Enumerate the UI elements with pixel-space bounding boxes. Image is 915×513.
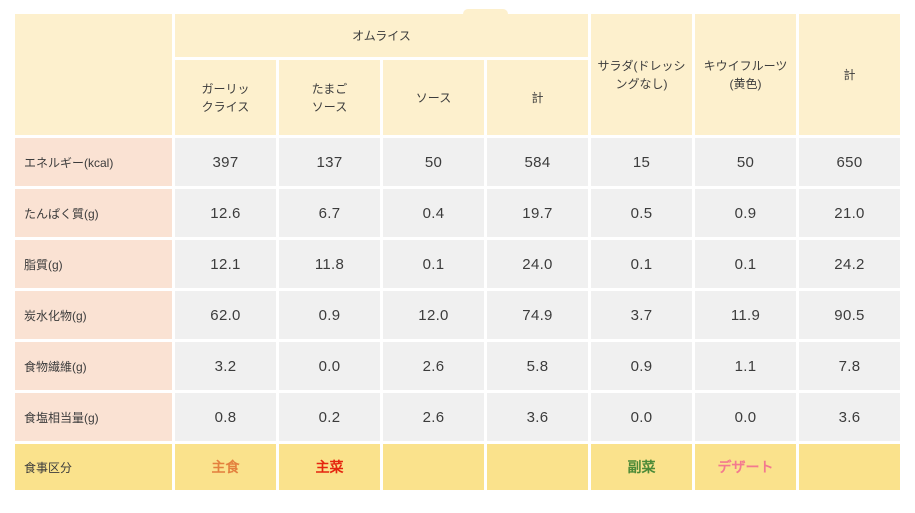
value-cell: 19.7 bbox=[487, 189, 588, 237]
value-cell: 0.1 bbox=[695, 240, 796, 288]
row-label: 食物繊維(g) bbox=[15, 342, 172, 390]
category-cell: 主菜 bbox=[279, 444, 380, 490]
value-cell: 0.9 bbox=[695, 189, 796, 237]
column-header-kiwi: キウイフルーツ (黄色) bbox=[695, 14, 796, 135]
row-label: 炭水化物(g) bbox=[15, 291, 172, 339]
column-header-garlic-rice: ガーリッ クライス bbox=[175, 60, 276, 135]
table-row: 脂質(g) 12.1 11.8 0.1 24.0 0.1 0.1 24.2 bbox=[15, 240, 900, 288]
value-cell: 0.2 bbox=[279, 393, 380, 441]
value-cell: 62.0 bbox=[175, 291, 276, 339]
category-cell: 主食 bbox=[175, 444, 276, 490]
value-cell: 3.7 bbox=[591, 291, 692, 339]
column-header-grand-total: 計 bbox=[799, 14, 900, 135]
value-cell: 0.4 bbox=[383, 189, 484, 237]
table-row: 食物繊維(g) 3.2 0.0 2.6 5.8 0.9 1.1 7.8 bbox=[15, 342, 900, 390]
value-cell: 11.9 bbox=[695, 291, 796, 339]
category-row-label: 食事区分 bbox=[15, 444, 172, 490]
column-header-omurice-total: 計 bbox=[487, 60, 588, 135]
category-cell: 副菜 bbox=[591, 444, 692, 490]
value-cell: 24.0 bbox=[487, 240, 588, 288]
value-cell: 12.1 bbox=[175, 240, 276, 288]
category-cell-empty bbox=[487, 444, 588, 490]
value-cell: 21.0 bbox=[799, 189, 900, 237]
value-cell: 0.9 bbox=[279, 291, 380, 339]
value-cell: 12.0 bbox=[383, 291, 484, 339]
value-cell: 1.1 bbox=[695, 342, 796, 390]
value-cell: 24.2 bbox=[799, 240, 900, 288]
value-cell: 650 bbox=[799, 138, 900, 186]
table-row: 食塩相当量(g) 0.8 0.2 2.6 3.6 0.0 0.0 3.6 bbox=[15, 393, 900, 441]
table-row: たんぱく質(g) 12.6 6.7 0.4 19.7 0.5 0.9 21.0 bbox=[15, 189, 900, 237]
value-cell: 12.6 bbox=[175, 189, 276, 237]
value-cell: 90.5 bbox=[799, 291, 900, 339]
value-cell: 74.9 bbox=[487, 291, 588, 339]
row-label: 食塩相当量(g) bbox=[15, 393, 172, 441]
value-cell: 0.8 bbox=[175, 393, 276, 441]
category-cell: デザート bbox=[695, 444, 796, 490]
column-header-sauce: ソース bbox=[383, 60, 484, 135]
value-cell: 50 bbox=[695, 138, 796, 186]
row-label: エネルギー(kcal) bbox=[15, 138, 172, 186]
corner-cell bbox=[15, 14, 172, 135]
category-row: 食事区分 主食 主菜 副菜 デザート bbox=[15, 444, 900, 490]
table-header: オムライス サラダ(ドレッシ ングなし) キウイフルーツ (黄色) 計 ガーリッ… bbox=[15, 14, 900, 135]
nutrition-table: オムライス サラダ(ドレッシ ングなし) キウイフルーツ (黄色) 計 ガーリッ… bbox=[12, 11, 903, 493]
value-cell: 3.2 bbox=[175, 342, 276, 390]
table-row: 炭水化物(g) 62.0 0.9 12.0 74.9 3.7 11.9 90.5 bbox=[15, 291, 900, 339]
value-cell: 3.6 bbox=[487, 393, 588, 441]
value-cell: 0.0 bbox=[695, 393, 796, 441]
header-row-groups: オムライス サラダ(ドレッシ ングなし) キウイフルーツ (黄色) 計 bbox=[15, 14, 900, 135]
category-cell-empty bbox=[799, 444, 900, 490]
value-cell: 137 bbox=[279, 138, 380, 186]
value-cell: 15 bbox=[591, 138, 692, 186]
value-cell: 2.6 bbox=[383, 342, 484, 390]
value-cell: 0.5 bbox=[591, 189, 692, 237]
value-cell: 0.9 bbox=[591, 342, 692, 390]
value-cell: 6.7 bbox=[279, 189, 380, 237]
value-cell: 0.1 bbox=[591, 240, 692, 288]
column-header-egg-sauce: たまご ソース bbox=[279, 60, 380, 135]
value-cell: 0.0 bbox=[591, 393, 692, 441]
row-label: 脂質(g) bbox=[15, 240, 172, 288]
value-cell: 50 bbox=[383, 138, 484, 186]
table-body: エネルギー(kcal) 397 137 50 584 15 50 650 たんぱく質(g) 12.… bbox=[15, 138, 900, 490]
category-cell-empty bbox=[383, 444, 484, 490]
group-header-omurice: オムライス bbox=[175, 14, 588, 57]
value-cell: 11.8 bbox=[279, 240, 380, 288]
row-label: たんぱく質(g) bbox=[15, 189, 172, 237]
value-cell: 2.6 bbox=[383, 393, 484, 441]
value-cell: 397 bbox=[175, 138, 276, 186]
value-cell: 5.8 bbox=[487, 342, 588, 390]
value-cell: 3.6 bbox=[799, 393, 900, 441]
value-cell: 0.0 bbox=[279, 342, 380, 390]
header-row-subcolumns: ガーリッ クライス たまご ソース ソース 計 bbox=[15, 60, 900, 135]
value-cell: 0.1 bbox=[383, 240, 484, 288]
value-cell: 7.8 bbox=[799, 342, 900, 390]
column-header-salad: サラダ(ドレッシ ングなし) bbox=[591, 14, 692, 135]
value-cell: 584 bbox=[487, 138, 588, 186]
table-row: エネルギー(kcal) 397 137 50 584 15 50 650 bbox=[15, 138, 900, 186]
